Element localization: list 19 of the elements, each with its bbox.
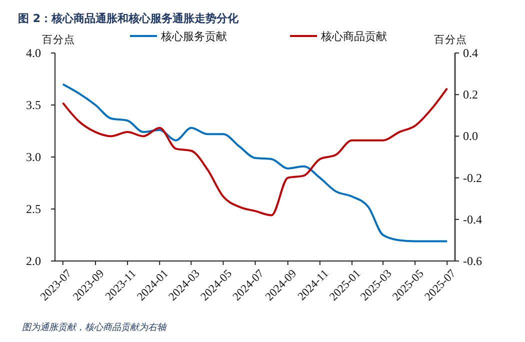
y-tick-label: 3.0 — [26, 150, 41, 164]
y-axis-title: 百分点 — [42, 33, 75, 46]
y2-tick-label: -0.4 — [463, 212, 482, 226]
y-tick-label: 4.0 — [26, 46, 41, 60]
y2-tick-label: 0.0 — [463, 129, 478, 144]
line-series — [62, 87, 448, 216]
y-tick-label: 3.5 — [26, 98, 41, 112]
y2-tick-label: 0.4 — [463, 46, 478, 60]
text: 图为通胀贡献，核心商品贡献为右轴 — [22, 322, 167, 333]
chart-title: 图 2：核心商品通胀和核心服务通胀走势分化 — [18, 12, 240, 25]
y2-tick-label: -0.6 — [463, 254, 482, 268]
y2-axis-title: 百分点 — [434, 33, 467, 46]
line-series — [62, 83, 448, 242]
y2-tick-label: -0.2 — [463, 170, 482, 185]
legend-label: 核心商品贡献 — [320, 30, 387, 43]
y-tick-label: 2.0 — [26, 254, 41, 268]
y2-tick-label: 0.2 — [463, 88, 478, 102]
legend-label: 核心服务贡献 — [160, 30, 227, 43]
y-tick-label: 2.5 — [26, 202, 41, 216]
